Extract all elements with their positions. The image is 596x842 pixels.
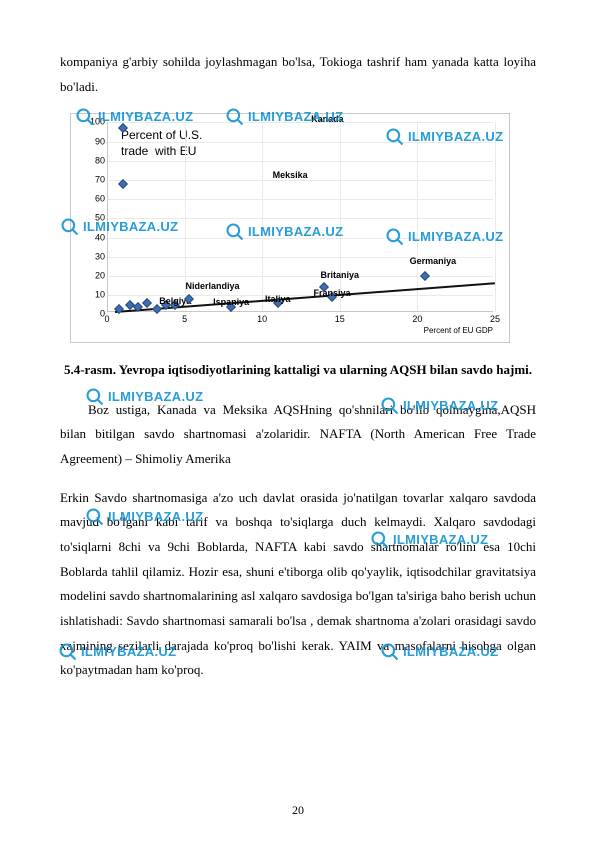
y-tick-label: 50 bbox=[71, 210, 105, 227]
point-label: Meksika bbox=[273, 167, 308, 184]
y-axis bbox=[107, 122, 108, 312]
figure-caption: 5.4-rasm. Yevropa iqtisodiyotlarining ka… bbox=[60, 361, 536, 379]
gridline-h bbox=[107, 199, 493, 200]
data-point bbox=[142, 298, 152, 308]
y-tick-label: 0 bbox=[71, 306, 105, 323]
y-tick-label: 80 bbox=[71, 152, 105, 169]
x-tick-label: 20 bbox=[412, 311, 422, 328]
gridline-h bbox=[107, 276, 493, 277]
gridline-v bbox=[262, 122, 263, 312]
y-tick-label: 10 bbox=[71, 287, 105, 304]
gridline-h bbox=[107, 122, 493, 123]
x-axis bbox=[107, 311, 493, 312]
x-axis-label: Percent of EU GDP bbox=[424, 323, 493, 338]
scatter-chart: Percent of U.S.trade with EU010203040506… bbox=[70, 113, 510, 343]
y-tick-label: 70 bbox=[71, 171, 105, 188]
y-tick-label: 40 bbox=[71, 229, 105, 246]
paragraph-2: Boz ustiga, Kanada va Meksika AQSHning q… bbox=[60, 398, 536, 472]
x-tick-label: 15 bbox=[335, 311, 345, 328]
gridline-h bbox=[107, 161, 493, 162]
point-label: Niderlandiya bbox=[186, 278, 240, 295]
gridline-h bbox=[107, 142, 493, 143]
y-tick-label: 30 bbox=[71, 248, 105, 265]
y-tick-label: 20 bbox=[71, 267, 105, 284]
gridline-h bbox=[107, 218, 493, 219]
x-tick-label: 10 bbox=[257, 311, 267, 328]
y-tick-label: 60 bbox=[71, 191, 105, 208]
y-tick-label: 90 bbox=[71, 133, 105, 150]
paragraph-3: Erkin Savdo shartnomasiga a'zo uch davla… bbox=[60, 486, 536, 684]
y-tick-label: 100 bbox=[71, 114, 105, 131]
paragraph-intro: kompaniya g'arbiy sohilda joylashmagan b… bbox=[60, 50, 536, 99]
point-label: Ispaniya bbox=[213, 294, 249, 311]
x-tick-label: 5 bbox=[182, 311, 187, 328]
gridline-h bbox=[107, 238, 493, 239]
data-point bbox=[420, 271, 430, 281]
page-number: 20 bbox=[0, 799, 596, 822]
x-tick-label: 0 bbox=[104, 311, 109, 328]
point-label: Germaniya bbox=[410, 253, 457, 270]
point-label: Britaniya bbox=[321, 267, 360, 284]
point-label: Italiya bbox=[265, 291, 291, 308]
point-label: Kanada bbox=[311, 111, 344, 128]
gridline-v bbox=[417, 122, 418, 312]
